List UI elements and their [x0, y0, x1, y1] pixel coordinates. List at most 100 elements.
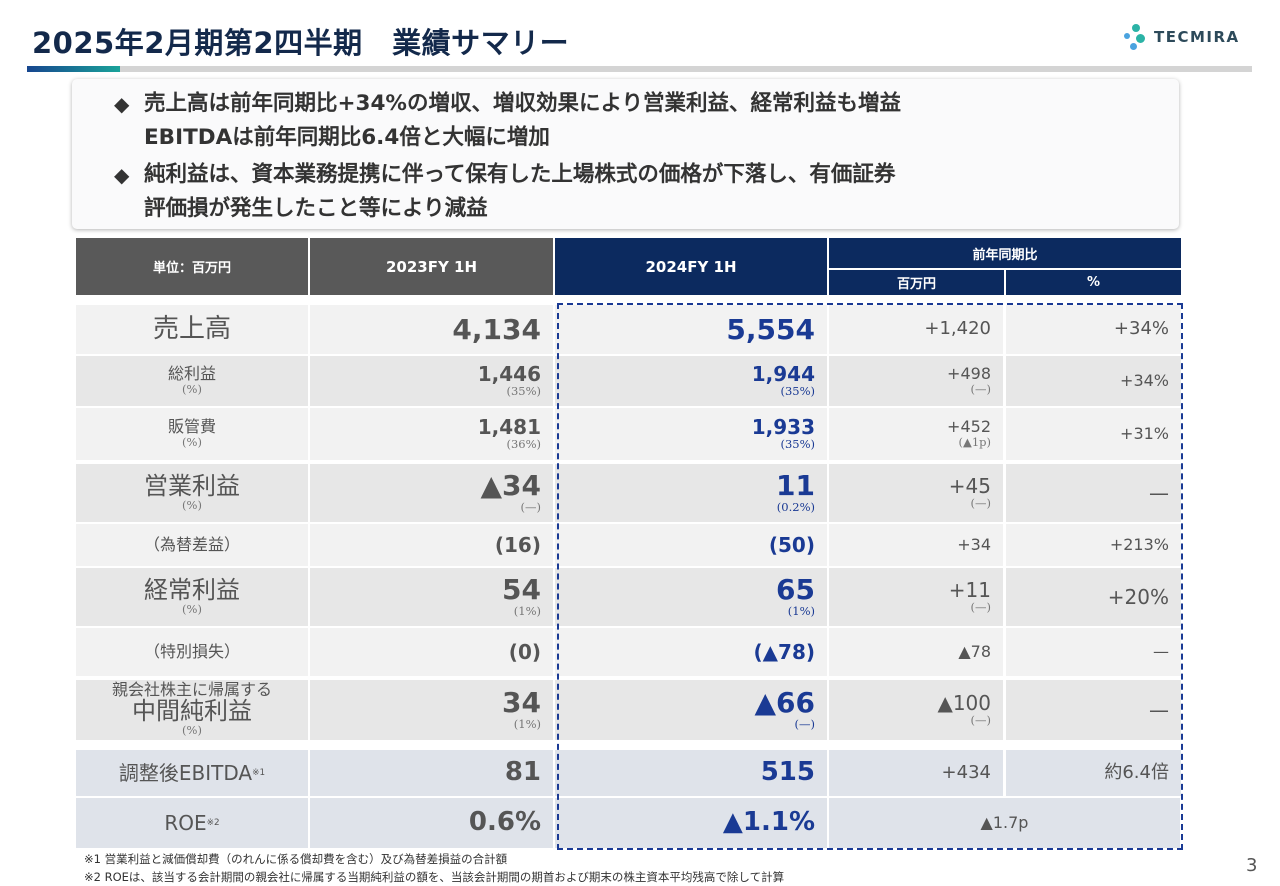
row-label: （特別損失）	[76, 628, 308, 676]
value-sub: (35%)	[780, 436, 815, 451]
footnote-ref: ※2	[206, 818, 220, 828]
cell-prev: (16)	[310, 524, 553, 566]
value: (▲78)	[753, 639, 816, 664]
value: +34%	[1120, 370, 1169, 390]
cell-pct: —	[1006, 680, 1181, 740]
value-sub: (—)	[970, 599, 991, 614]
row-label-prefix: 親会社株主に帰属する	[111, 680, 272, 700]
row-label: ROE ※2	[76, 798, 308, 848]
cell-cur: (50)	[555, 524, 827, 566]
cell-prev: 1,446 (35%)	[310, 356, 553, 406]
value: ▲34	[480, 469, 542, 503]
cell-prev: 81	[310, 750, 553, 796]
cell-cur: 5,554	[555, 305, 827, 354]
row-label-text: （為替差益）	[143, 534, 240, 554]
value: +20%	[1107, 584, 1169, 609]
value-sub: (1%)	[513, 716, 541, 731]
value: —	[1149, 480, 1169, 505]
column-header: 2024FY 1H	[645, 257, 737, 276]
cell-diff: ▲78	[829, 628, 1003, 676]
cell-cur: 1,933 (35%)	[555, 408, 827, 460]
page-number: 3	[1246, 855, 1258, 876]
row-label: 経常利益 (%)	[76, 568, 308, 626]
value: 65	[776, 573, 815, 607]
row-label: 調整後EBITDA ※1	[76, 750, 308, 796]
cell-cur: (▲78)	[555, 628, 827, 676]
header-yoy-pct: %	[1006, 270, 1181, 295]
cell-diff: ▲1.7p	[829, 798, 1180, 848]
row-label-text: 売上高	[152, 313, 231, 344]
diamond-bullet-icon: ◆	[114, 92, 130, 116]
value-sub: (36%)	[506, 436, 541, 451]
cell-diff: +434	[829, 750, 1003, 796]
cell-prev: 1,481 (36%)	[310, 408, 553, 460]
value: 11	[776, 469, 815, 503]
value: +213%	[1109, 534, 1169, 554]
value-sub: (1%)	[787, 603, 815, 618]
row-label-text: 営業利益	[144, 471, 240, 500]
footnote: ※2 ROEは、該当する会計期間の親会社に帰属する当期純利益の額を、当該会計期間…	[84, 870, 785, 884]
cell-pct: 約6.4倍	[1006, 750, 1181, 796]
cell-pct: —	[1006, 628, 1181, 676]
cell-pct: —	[1006, 464, 1181, 522]
value: +1,420	[924, 318, 991, 340]
value: (0)	[508, 639, 541, 664]
cell-prev: 54 (1%)	[310, 568, 553, 626]
value: ▲1.7p	[980, 812, 1029, 832]
value: +34%	[1113, 318, 1169, 340]
header-2024fy: 2024FY 1H	[555, 238, 827, 295]
page-title: 2025年2月期第2四半期 業績サマリー	[32, 26, 570, 60]
value-sub: (—)	[970, 381, 991, 396]
value-sub: (1%)	[513, 603, 541, 618]
cell-pct: +34%	[1006, 305, 1181, 354]
title-rule	[27, 66, 1252, 72]
row-label-text: 総利益	[167, 363, 216, 383]
row-label-text: 調整後EBITDA	[118, 760, 253, 785]
value: 515	[760, 757, 815, 788]
value-sub: (35%)	[506, 383, 541, 398]
value: +31%	[1120, 423, 1169, 443]
value: 4,134	[452, 312, 541, 346]
value: +11	[948, 577, 991, 602]
value: —	[1153, 641, 1169, 661]
value: 1,446	[477, 361, 541, 386]
logo: TECMIRA	[1124, 24, 1240, 50]
value: ▲1.1%	[722, 807, 815, 838]
row-label-sub: (%)	[182, 434, 202, 449]
value-sub: (35%)	[780, 383, 815, 398]
row-label-text: 販管費	[167, 416, 216, 436]
value: +498	[947, 363, 991, 383]
cell-cur: 11 (0.2%)	[555, 464, 827, 522]
column-header: 前年同期比	[972, 247, 1038, 263]
value: 0.6%	[468, 807, 541, 838]
column-header: 百万円	[896, 277, 936, 292]
value: 54	[502, 573, 541, 607]
row-label: 売上高	[76, 305, 308, 354]
cell-diff: +1,420	[829, 305, 1003, 354]
row-label-sub: (%)	[182, 601, 202, 616]
header-unit: 単位：百万円	[76, 238, 308, 295]
value: ▲66	[754, 686, 816, 720]
value: 1,944	[751, 361, 815, 386]
logo-text: TECMIRA	[1154, 28, 1240, 46]
footnote-ref: ※1	[252, 768, 266, 778]
cell-pct: +213%	[1006, 524, 1181, 566]
unit-label: 単位：百万円	[152, 261, 231, 276]
row-label: 親会社株主に帰属する 中間純利益 (%)	[76, 680, 308, 740]
title-rule-accent	[27, 66, 120, 72]
cell-cur: ▲1.1%	[555, 798, 827, 848]
row-label-sub: (%)	[182, 723, 202, 738]
row-label-text: 中間純利益	[132, 696, 252, 725]
row-label-sub: (%)	[182, 497, 202, 512]
diamond-bullet-icon: ◆	[114, 163, 130, 187]
column-header: %	[1086, 275, 1101, 290]
value: +45	[948, 473, 991, 498]
row-label: 営業利益 (%)	[76, 464, 308, 522]
value: 1,933	[751, 414, 815, 439]
cell-diff: +45 (—)	[829, 464, 1003, 522]
cell-cur: 1,944 (35%)	[555, 356, 827, 406]
cell-diff: +34	[829, 524, 1003, 566]
column-header: 2023FY 1H	[385, 257, 478, 276]
cell-pct: +31%	[1006, 408, 1181, 460]
value: 約6.4倍	[1104, 761, 1169, 783]
